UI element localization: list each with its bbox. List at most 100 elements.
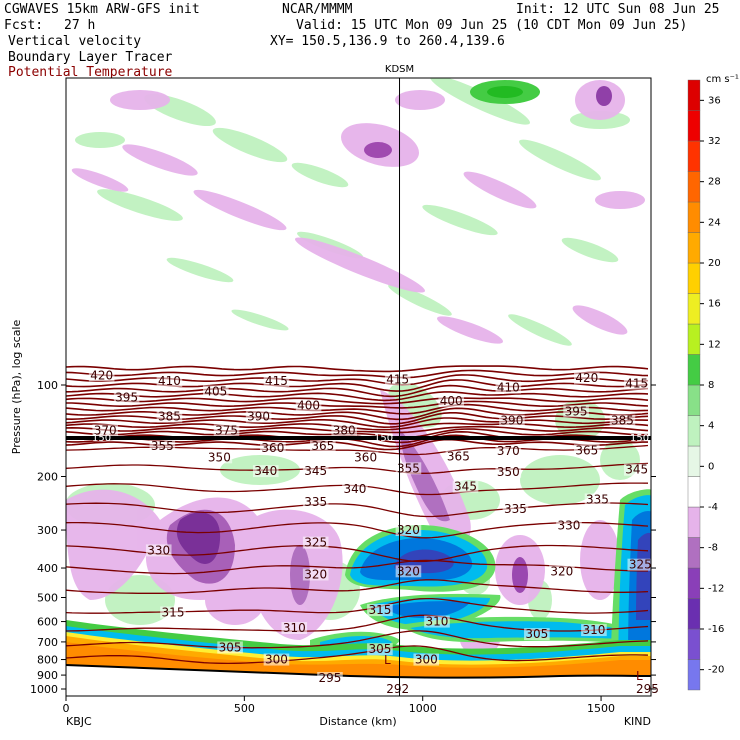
theta-contour: [66, 403, 649, 415]
theta-label: 415: [625, 377, 648, 391]
theta-label-bg: [395, 565, 422, 578]
theta-label: 385: [158, 410, 181, 424]
theta-contour: [66, 462, 649, 474]
theta-label: 340: [254, 464, 277, 478]
theta-label: 400: [440, 394, 463, 408]
theta-label: 345: [304, 464, 327, 478]
theta-label-bg: [495, 445, 522, 458]
theta-label-bg: [584, 493, 611, 506]
colorbar-swatch: [687, 598, 701, 630]
theta-label-bg: [549, 565, 575, 578]
colorbar-tick-label: 16: [708, 299, 721, 310]
colorbar-tick-label: 4: [708, 421, 714, 432]
colorbar-unit: cm s⁻¹: [706, 74, 739, 85]
theta-label: 330: [558, 519, 581, 533]
theta-label-bg: [342, 483, 368, 496]
theta-label-bg: [634, 683, 661, 695]
org-label: NCAR/MMMM: [282, 2, 353, 17]
colorbar-swatch: [687, 354, 701, 386]
theta-label-bg: [424, 615, 450, 628]
theta-label-bg: [302, 465, 329, 478]
theta-contour: [66, 384, 649, 398]
theta-label-bg: [502, 503, 529, 516]
station-label-right: KIND: [624, 715, 651, 728]
colorbar-tick-label: 28: [708, 177, 721, 188]
cross-section-endpoints: XY= 150.5,136.9 to 260.4,139.6: [270, 34, 505, 49]
theta-label-bg: [395, 462, 422, 475]
y-tick-label: 1000: [30, 683, 58, 696]
theta-label-bg: [302, 568, 329, 581]
theta-label-bg: [384, 683, 411, 695]
low-marker-right: L: [636, 669, 643, 683]
theta-label-bg: [395, 524, 422, 537]
y-tick-label: 500: [37, 591, 58, 604]
station-label-left: KBJC: [66, 715, 92, 728]
y-tick-label: 600: [37, 616, 58, 629]
theta-label: 305: [219, 640, 242, 654]
theta-label: 410: [158, 374, 181, 388]
theta-label: 292: [386, 682, 409, 696]
theta-label: 415: [265, 374, 288, 388]
theta-label-bg: [499, 414, 525, 427]
theta-contour: [66, 369, 649, 379]
field-vertical-velocity: Vertical velocity: [8, 34, 142, 49]
y-tick-label: 200: [37, 471, 58, 484]
colorbar-tick-label: 36: [708, 95, 721, 106]
theta-label-bg: [260, 441, 286, 454]
colorbar-swatch: [687, 415, 701, 447]
theta-label-bg: [445, 450, 472, 463]
theta-label: 370: [497, 444, 520, 458]
colorbar-swatch: [687, 79, 701, 111]
colorbar-tick-label: 32: [708, 136, 721, 147]
theta-label-bg: [302, 496, 329, 509]
y-tick-label: 100: [37, 379, 58, 392]
theta-contour: [66, 521, 649, 539]
theta-label-bg: [452, 480, 479, 493]
theta-label: 335: [586, 492, 609, 506]
theta-label-bg: [623, 463, 650, 476]
theta-label-bg: [149, 440, 176, 453]
theta-label-bg: [627, 558, 654, 571]
theta-label-bg: [263, 374, 290, 387]
x-tick-label: 500: [234, 702, 255, 715]
theta-label: 295: [636, 682, 659, 696]
colorbar-swatch: [687, 140, 701, 172]
colorbar-swatch: [687, 232, 701, 264]
theta-label: 335: [304, 495, 327, 509]
valid-time: Valid: 15 UTC Mon 09 Jun 25 (10 CDT Mon …: [296, 18, 688, 33]
theta-contour: [66, 614, 649, 632]
theta-label-bg: [367, 604, 393, 617]
terrain-background: [66, 665, 651, 696]
theta-label: 360: [354, 450, 377, 464]
forecast-label: Fcst:: [4, 18, 44, 33]
field-potential-temperature: Potential Temperature: [8, 65, 173, 80]
x-tick-label: 1500: [587, 702, 615, 715]
colorbar-swatch: [687, 384, 701, 416]
theta-label: 400: [297, 399, 320, 413]
theta-label: 310: [283, 621, 306, 635]
theta-label-bg: [217, 641, 243, 654]
theta-label-bg: [495, 465, 522, 478]
colorbar-tick-label: -8: [708, 543, 718, 554]
theta-label-bg: [203, 385, 229, 398]
theta-label: 360: [261, 441, 284, 455]
theta-label: 320: [550, 564, 573, 578]
theta-label: 325: [629, 558, 652, 572]
colorbar-swatch: [687, 628, 701, 660]
colorbar-swatch: [687, 201, 701, 233]
theta-label: 315: [368, 603, 391, 617]
theta-label-bg: [524, 628, 550, 641]
theta-label: 320: [397, 523, 420, 537]
theta-label: 375: [215, 423, 238, 437]
theta-label: 340: [343, 482, 366, 496]
colorbar-swatch: [687, 537, 701, 569]
colorbar-swatch: [687, 171, 701, 203]
theta-label: 295: [319, 671, 342, 685]
theta-label-bg: [609, 414, 636, 427]
init-time: Init: 12 UTC Sun 08 Jun 25: [516, 2, 720, 17]
theta-label: 320: [304, 567, 327, 581]
theta-label-bg: [156, 410, 183, 423]
colorbar-tick-label: -16: [708, 624, 724, 635]
plot-frame: [65, 77, 652, 697]
